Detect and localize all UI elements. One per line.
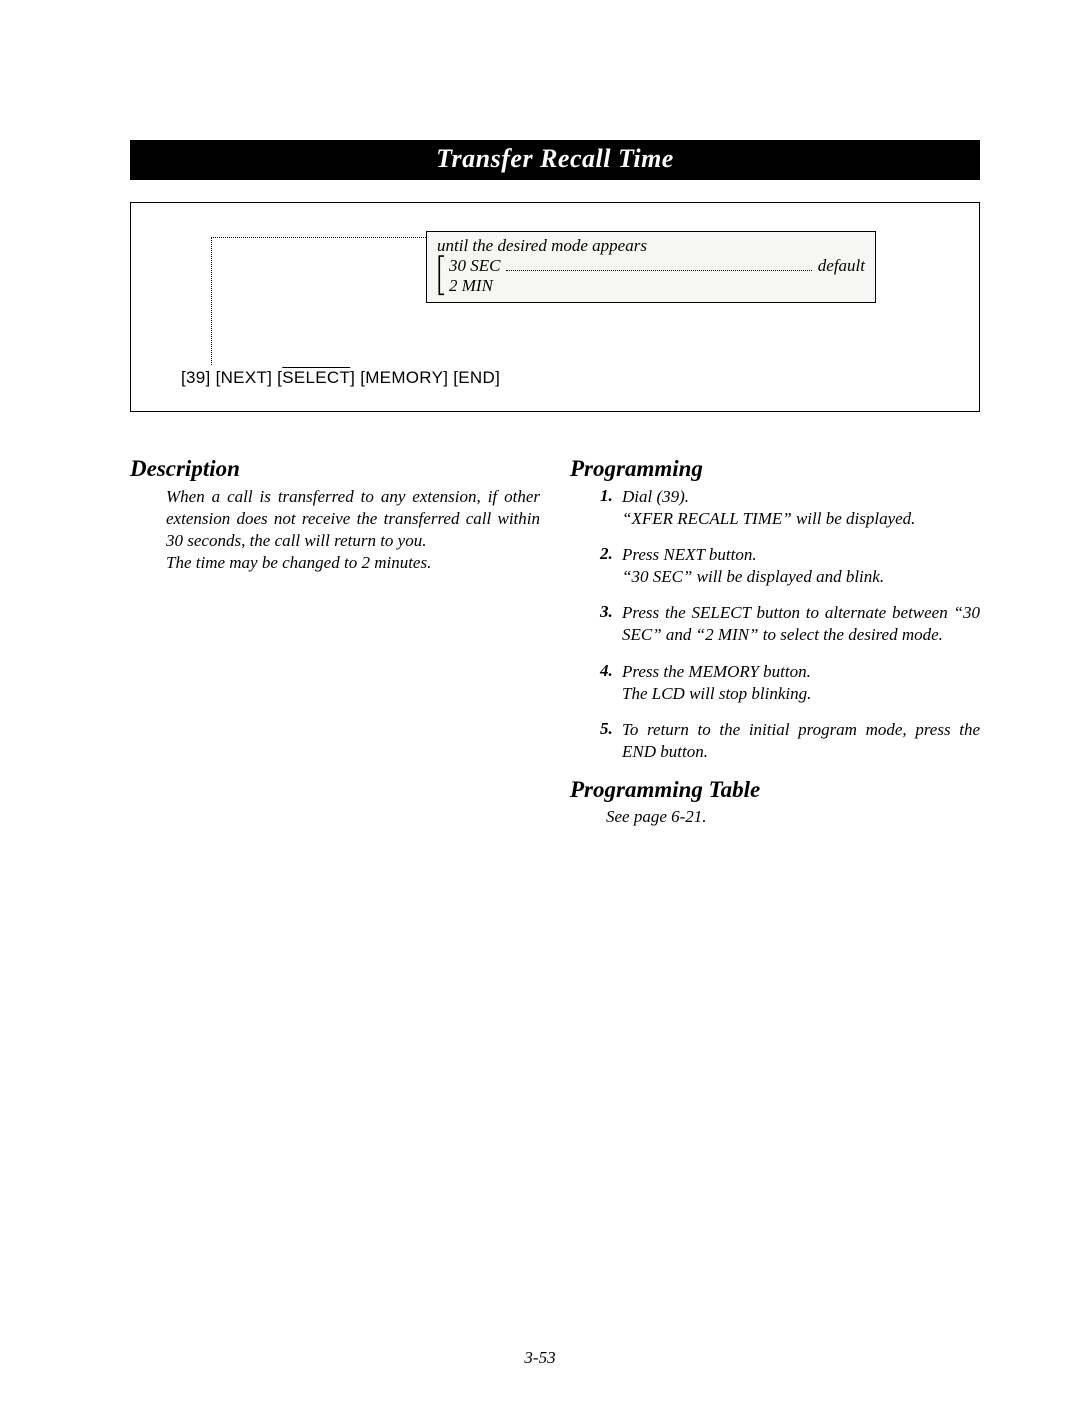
mode-opt1-label: 30 SEC xyxy=(449,256,500,276)
description-heading: Description xyxy=(130,456,540,482)
programming-list: 1. Dial (39).“XFER RECALL TIME” will be … xyxy=(600,486,980,763)
page: Transfer Recall Time until the desired m… xyxy=(0,0,1080,1408)
description-column: Description When a call is transferred t… xyxy=(130,456,540,827)
step-number: 2. xyxy=(600,544,622,588)
programming-table-body: See page 6-21. xyxy=(606,807,980,827)
content-columns: Description When a call is transferred t… xyxy=(130,456,980,827)
mode-row: ⎡⎣ 30 SEC default 2 MIN xyxy=(437,256,865,296)
lead-line-vertical xyxy=(211,237,212,365)
description-body: When a call is transferred to any extens… xyxy=(166,486,540,574)
step-number: 1. xyxy=(600,486,622,530)
mode-item-1: 30 SEC default xyxy=(449,256,865,276)
mode-opt2-label: 2 MIN xyxy=(449,276,493,296)
keystrokes-part2: ] [MEMORY] [END] xyxy=(350,368,500,387)
mode-items: 30 SEC default 2 MIN xyxy=(449,256,865,296)
mode-item-2: 2 MIN xyxy=(449,276,865,296)
dots-leader xyxy=(506,260,811,271)
programming-column: Programming 1. Dial (39).“XFER RECALL TI… xyxy=(570,456,980,827)
step-number: 5. xyxy=(600,719,622,763)
step-number: 4. xyxy=(600,661,622,705)
step-text: Press the MEMORY button.The LCD will sto… xyxy=(622,661,811,705)
programming-heading: Programming xyxy=(570,456,980,482)
keystrokes-line: [39] [NEXT] [SELECT] [MEMORY] [END] xyxy=(181,368,500,388)
step-text: Press the SELECT button to alternate bet… xyxy=(622,602,980,646)
bracket-icon: ⎡⎣ xyxy=(437,256,449,296)
step-text: Dial (39).“XFER RECALL TIME” will be dis… xyxy=(622,486,915,530)
title-bar: Transfer Recall Time xyxy=(130,140,980,180)
keystrokes-part1: [39] [NEXT] [ xyxy=(181,368,282,387)
keystrokes-select: SELECT xyxy=(282,368,350,387)
list-item: 4. Press the MEMORY button.The LCD will … xyxy=(600,661,980,705)
mode-caption: until the desired mode appears xyxy=(437,236,865,256)
description-body-2: The time may be changed to 2 minutes. xyxy=(166,553,431,572)
page-title: Transfer Recall Time xyxy=(436,144,674,173)
description-body-1: When a call is transferred to any extens… xyxy=(166,487,540,550)
list-item: 1. Dial (39).“XFER RECALL TIME” will be … xyxy=(600,486,980,530)
step-text: To return to the initial program mode, p… xyxy=(622,719,980,763)
list-item: 3. Press the SELECT button to alternate … xyxy=(600,602,980,646)
programming-table-heading: Programming Table xyxy=(570,777,980,803)
step-number: 3. xyxy=(600,602,622,646)
page-number: 3-53 xyxy=(0,1348,1080,1368)
mode-options-box: until the desired mode appears ⎡⎣ 30 SEC… xyxy=(426,231,876,303)
mode-opt1-note: default xyxy=(818,256,865,276)
diagram-box: until the desired mode appears ⎡⎣ 30 SEC… xyxy=(130,202,980,412)
list-item: 5. To return to the initial program mode… xyxy=(600,719,980,763)
list-item: 2. Press NEXT button.“30 SEC” will be di… xyxy=(600,544,980,588)
step-text: Press NEXT button.“30 SEC” will be displ… xyxy=(622,544,884,588)
lead-line-horizontal xyxy=(211,237,426,238)
